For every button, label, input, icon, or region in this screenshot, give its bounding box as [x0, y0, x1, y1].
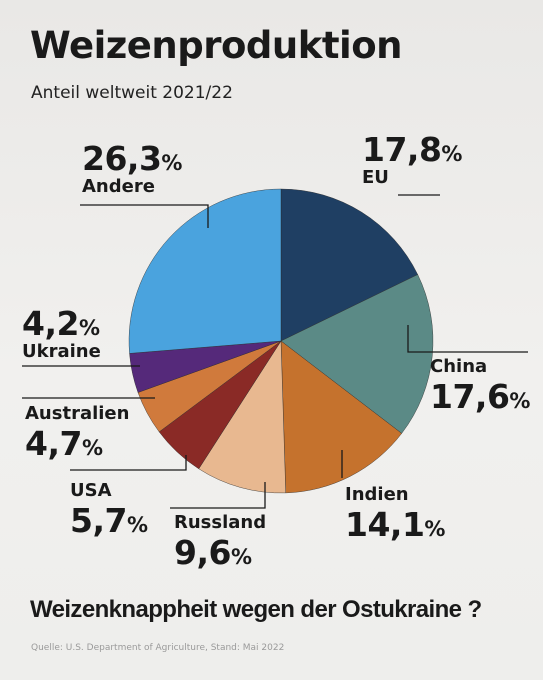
- leader-line-china: [407, 325, 528, 353]
- slice-name: USA: [70, 480, 112, 501]
- pie-slice-indien: [280, 340, 402, 494]
- leader-line-andere: [80, 204, 209, 228]
- slice-name: Andere: [82, 176, 155, 197]
- pie-slice-china: [280, 274, 434, 434]
- slice-label-australien: Australien 4,7%: [25, 403, 130, 463]
- slice-value: 9,6%: [174, 533, 252, 572]
- pie-slice-andere: [128, 188, 282, 354]
- slice-value: 26,3%: [82, 139, 182, 178]
- slice-label-indien: Indien 14,1%: [345, 484, 445, 544]
- slice-name: Indien: [345, 484, 409, 505]
- slice-value: 14,1%: [345, 505, 445, 544]
- slice-value: 5,7%: [70, 501, 148, 540]
- headline: Weizenknappheit wegen der Ostukraine ?: [30, 596, 482, 623]
- slice-value: 4,7%: [25, 424, 103, 463]
- leader-line-usa: [70, 455, 187, 471]
- slice-label-ukraine: 4,2% Ukraine: [22, 307, 101, 361]
- slice-label-china: China 17,6%: [430, 356, 530, 416]
- slice-value: 17,8%: [362, 130, 462, 169]
- slice-name: China: [430, 356, 488, 377]
- chart-subtitle: Anteil weltweit 2021/22: [31, 83, 233, 103]
- slice-name: Ukraine: [22, 341, 101, 362]
- slice-name: Russland: [174, 512, 267, 533]
- chart-title: Weizenproduktion: [30, 24, 402, 67]
- slice-value: 4,2%: [22, 304, 100, 343]
- slice-label-russland: Russland 9,6%: [174, 512, 267, 572]
- pie-slices: [128, 188, 434, 494]
- slice-name: Australien: [25, 403, 130, 424]
- slice-name: EU: [362, 167, 389, 188]
- slice-label-eu: 17,8% EU: [362, 133, 462, 187]
- leader-line-russland: [170, 482, 266, 509]
- pie-slice-eu: [280, 188, 418, 342]
- source-note: Quelle: U.S. Department of Agriculture, …: [31, 643, 285, 653]
- leader-lines: [22, 194, 528, 509]
- slice-value: 17,6%: [430, 377, 530, 416]
- slice-label-usa: USA 5,7%: [70, 480, 148, 540]
- slice-label-andere: 26,3% Andere: [82, 142, 182, 196]
- pie-slice-russland: [198, 340, 286, 494]
